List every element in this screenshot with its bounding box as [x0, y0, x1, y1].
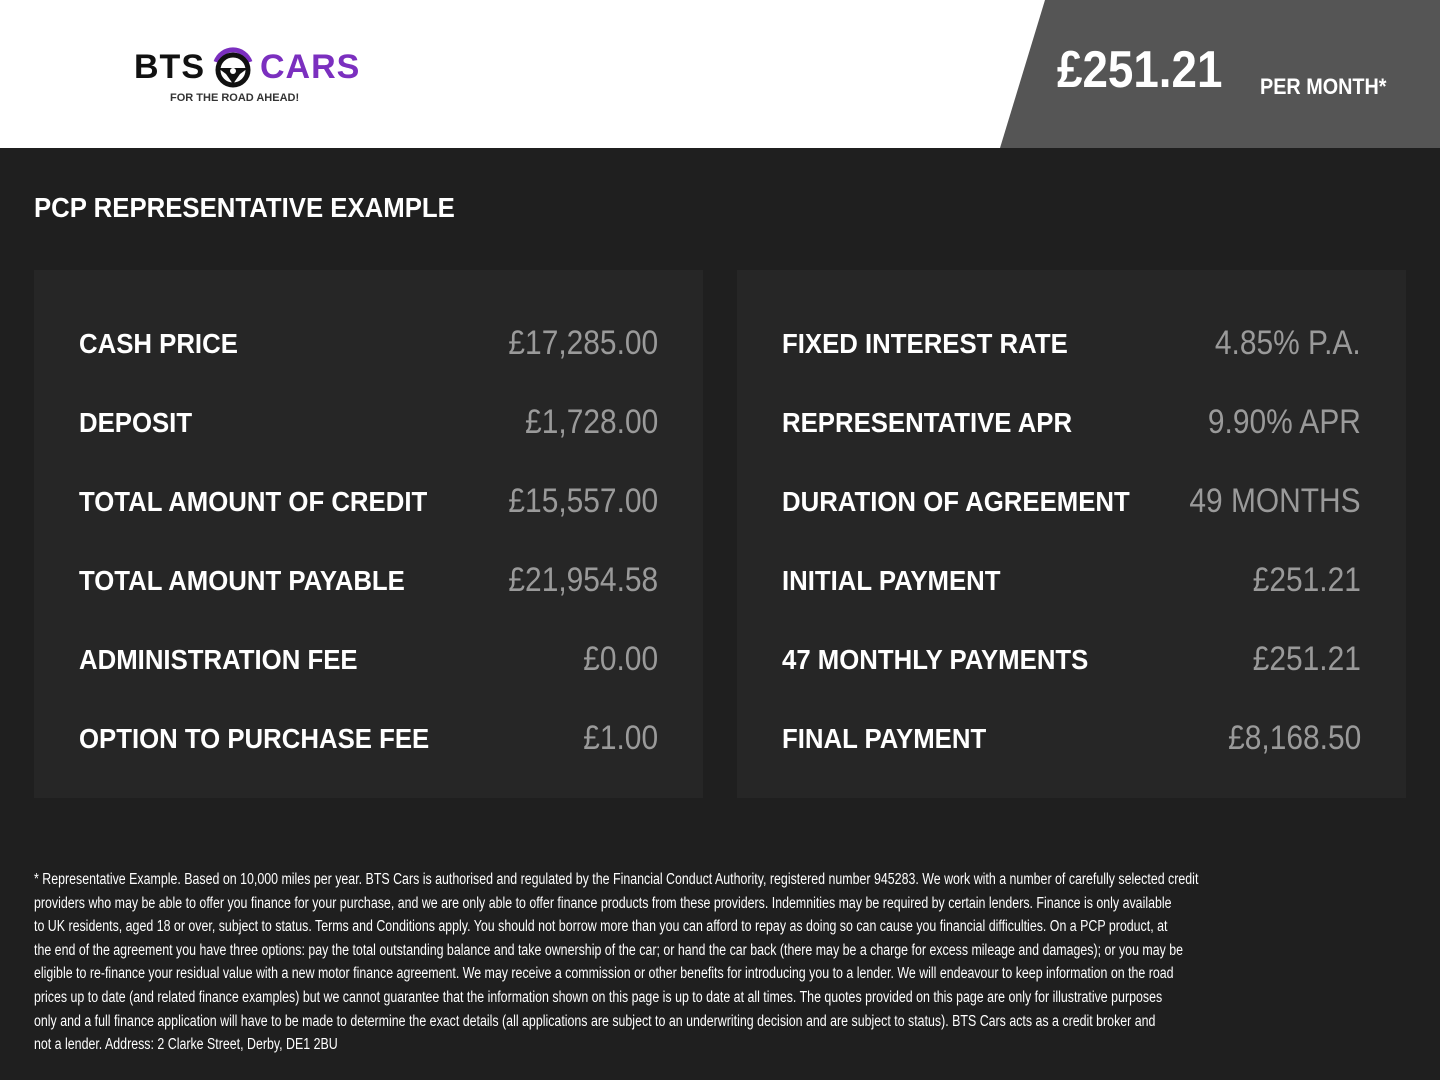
finance-value: 4.85% P.A.	[1215, 324, 1361, 362]
disclaimer-line: only and a full finance application will…	[34, 1012, 1156, 1030]
finance-row: TOTAL AMOUNT OF CREDIT £15,557.00	[79, 482, 658, 526]
disclaimer-line: not a lender. Address: 2 Clarke Street, …	[34, 1036, 338, 1054]
finance-value: £1,728.00	[524, 403, 658, 441]
finance-row: FINAL PAYMENT £8,168.50	[782, 719, 1361, 763]
finance-value: £251.21	[1252, 640, 1361, 678]
steering-wheel-icon	[213, 47, 253, 88]
finance-value: £15,557.00	[508, 482, 658, 520]
finance-label: INITIAL PAYMENT	[782, 565, 1001, 596]
disclaimer-line: the end of the agreement you have three …	[34, 941, 1184, 959]
section-title: PCP REPRESENTATIVE EXAMPLE	[34, 192, 455, 223]
finance-value: £0.00	[583, 640, 658, 678]
logo-tagline: FOR THE ROAD AHEAD!	[170, 92, 300, 104]
logo-text-cars: CARS	[260, 48, 361, 86]
finance-label: ADMINISTRATION FEE	[79, 644, 358, 675]
finance-label: 47 MONTHLY PAYMENTS	[782, 644, 1089, 675]
finance-value: 49 MONTHS	[1189, 482, 1361, 520]
disclaimer-line: * Representative Example. Based on 10,00…	[34, 871, 1199, 888]
finance-row: ADMINISTRATION FEE £0.00	[79, 640, 658, 684]
finance-row: CASH PRICE £17,285.00	[79, 324, 658, 368]
finance-value: £21,954.58	[508, 561, 658, 599]
header: BTS CARS FOR THE ROAD AHEAD! £251.21 PER…	[0, 0, 1440, 148]
finance-row: DEPOSIT £1,728.00	[79, 403, 658, 447]
finance-row: FIXED INTEREST RATE 4.85% P.A.	[782, 324, 1361, 368]
disclaimer-line: eligible to re-finance your residual val…	[34, 965, 1174, 983]
finance-label: TOTAL AMOUNT OF CREDIT	[79, 486, 428, 517]
finance-value: £251.21	[1252, 561, 1361, 599]
bts-cars-logo[interactable]: BTS CARS FOR THE ROAD AHEAD!	[134, 42, 359, 108]
finance-value: £17,285.00	[508, 324, 658, 362]
disclaimer-line: prices up to date (and related finance e…	[34, 988, 1163, 1006]
logo-text-bts: BTS	[134, 48, 205, 86]
finance-label: OPTION TO PURCHASE FEE	[79, 723, 430, 754]
finance-row: TOTAL AMOUNT PAYABLE £21,954.58	[79, 561, 658, 605]
finance-value: £1.00	[583, 719, 658, 757]
monthly-price: £251.21	[1057, 41, 1223, 99]
finance-panel-left: CASH PRICE £17,285.00 DEPOSIT £1,728.00 TO…	[34, 270, 703, 798]
finance-label: CASH PRICE	[79, 328, 238, 359]
per-month-label: PER MONTH*	[1260, 74, 1387, 99]
finance-row: DURATION OF AGREEMENT 49 MONTHS	[782, 482, 1361, 526]
finance-label: FIXED INTEREST RATE	[782, 328, 1068, 359]
monthly-price-box	[1000, 0, 1440, 148]
finance-row: REPRESENTATIVE APR 9.90% APR	[782, 403, 1361, 447]
finance-label: FINAL PAYMENT	[782, 723, 987, 754]
finance-label: DURATION OF AGREEMENT	[782, 486, 1130, 517]
finance-panel-right: FIXED INTEREST RATE 4.85% P.A. REPRESENTA…	[737, 270, 1406, 798]
disclaimer-line: providers who may be able to offer you f…	[34, 894, 1172, 912]
finance-value: 9.90% APR	[1207, 403, 1361, 441]
finance-value: £8,168.50	[1227, 719, 1361, 757]
disclaimer: * Representative Example. Based on 10,00…	[34, 868, 1434, 1057]
finance-row: OPTION TO PURCHASE FEE £1.00	[79, 719, 658, 763]
finance-row: INITIAL PAYMENT £251.21	[782, 561, 1361, 605]
finance-row: 47 MONTHLY PAYMENTS £251.21	[782, 640, 1361, 684]
finance-label: DEPOSIT	[79, 407, 193, 438]
finance-label: REPRESENTATIVE APR	[782, 407, 1073, 438]
finance-label: TOTAL AMOUNT PAYABLE	[79, 565, 405, 596]
disclaimer-line: to UK residents, aged 18 or over, subjec…	[34, 918, 1168, 936]
